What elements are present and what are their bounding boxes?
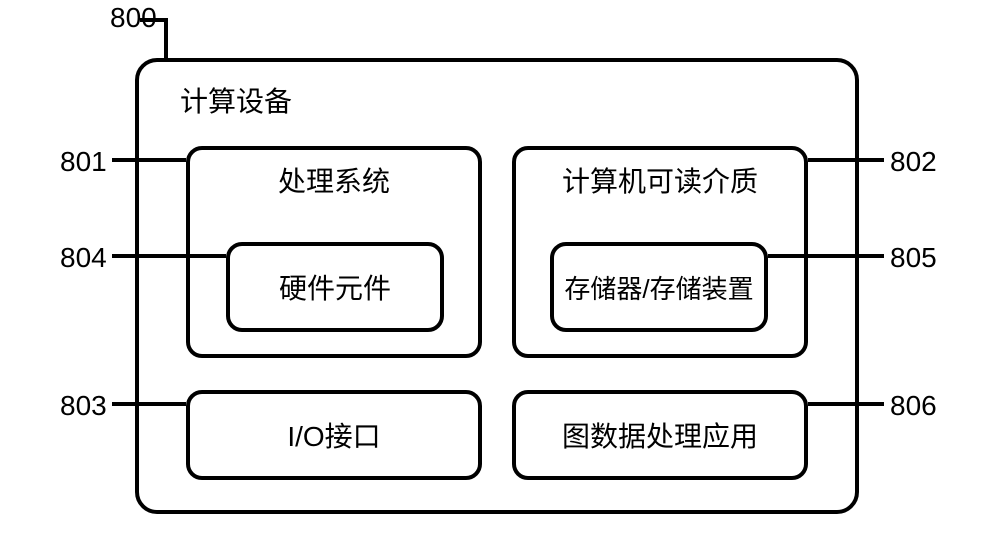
callout-802-line	[808, 158, 884, 162]
callout-805-line	[768, 254, 884, 258]
callout-803-line	[112, 402, 186, 406]
box-medium-label: 计算机可读介质	[562, 160, 758, 200]
box-proc-system-label: 处理系统	[278, 160, 390, 200]
box-hw-element-label: 硬件元件	[279, 267, 391, 307]
callout-800-vline	[164, 18, 168, 62]
callout-804-line	[112, 254, 226, 258]
callout-803-label: 803	[60, 390, 107, 422]
box-storage-label: 存储器/存储装置	[564, 269, 753, 306]
box-main-label: 计算设备	[180, 80, 292, 120]
block-diagram: 计算设备 处理系统 硬件元件 计算机可读介质 存储器/存储装置 I/O接口 图数…	[0, 0, 1000, 536]
callout-801-line	[112, 158, 186, 162]
callout-806-label: 806	[890, 390, 937, 422]
box-io: I/O接口	[186, 390, 482, 480]
callout-800-label: 800	[110, 2, 157, 34]
box-app-label: 图数据处理应用	[562, 415, 758, 455]
box-app: 图数据处理应用	[512, 390, 808, 480]
box-hw-element: 硬件元件	[226, 242, 444, 332]
callout-804-label: 804	[60, 242, 107, 274]
callout-802-label: 802	[890, 146, 937, 178]
box-storage: 存储器/存储装置	[550, 242, 768, 332]
callout-806-line	[808, 402, 884, 406]
box-io-label: I/O接口	[287, 415, 380, 455]
callout-801-label: 801	[60, 146, 107, 178]
callout-805-label: 805	[890, 242, 937, 274]
